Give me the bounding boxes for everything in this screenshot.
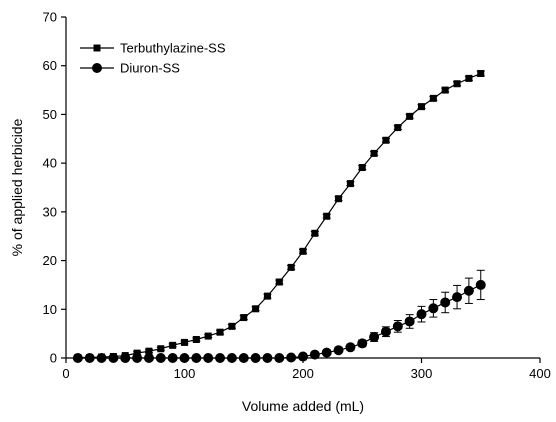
data-point bbox=[406, 112, 414, 120]
data-point bbox=[299, 247, 307, 255]
legend: Terbuthylazine-SS Diuron-SS bbox=[80, 41, 226, 76]
series-group bbox=[72, 70, 486, 363]
data-point bbox=[309, 349, 320, 360]
data-point bbox=[84, 353, 95, 363]
data-point bbox=[475, 279, 486, 290]
data-point bbox=[240, 314, 248, 322]
legend-label: Terbuthylazine-SS bbox=[120, 41, 226, 56]
data-point bbox=[404, 316, 415, 327]
data-point bbox=[191, 353, 202, 363]
y-axis-title: % of applied herbicide bbox=[9, 118, 25, 256]
data-point bbox=[263, 292, 271, 300]
data-point bbox=[428, 303, 439, 314]
x-tick-label: 400 bbox=[529, 366, 551, 381]
data-point bbox=[226, 353, 237, 363]
data-point bbox=[215, 353, 226, 363]
data-point bbox=[274, 353, 285, 363]
data-point bbox=[298, 351, 308, 362]
data-point bbox=[346, 180, 354, 188]
data-point bbox=[358, 164, 366, 172]
data-point bbox=[441, 86, 449, 94]
y-tick-label: 60 bbox=[43, 58, 57, 73]
x-tick-label: 300 bbox=[411, 366, 433, 381]
data-point bbox=[369, 332, 380, 343]
data-point bbox=[216, 328, 224, 336]
y-tick-label: 50 bbox=[43, 107, 57, 122]
data-point bbox=[465, 74, 473, 82]
data-point bbox=[203, 353, 214, 363]
data-point bbox=[167, 353, 178, 363]
data-point bbox=[440, 297, 451, 308]
legend-marker bbox=[92, 63, 102, 73]
y-tick-label: 30 bbox=[43, 204, 57, 219]
legend-item: Diuron-SS bbox=[80, 61, 180, 76]
data-point bbox=[252, 305, 260, 313]
data-point bbox=[382, 136, 390, 144]
legend-item: Terbuthylazine-SS bbox=[80, 41, 226, 56]
data-point bbox=[169, 341, 177, 349]
data-point bbox=[238, 353, 249, 363]
data-point bbox=[192, 335, 200, 343]
data-point bbox=[72, 353, 83, 363]
data-point bbox=[181, 338, 188, 346]
data-point bbox=[370, 149, 378, 157]
data-point bbox=[275, 278, 283, 286]
data-point bbox=[311, 229, 319, 237]
y-tick-label: 40 bbox=[43, 156, 57, 171]
data-point bbox=[323, 212, 331, 220]
data-point bbox=[429, 94, 437, 102]
data-point bbox=[345, 342, 356, 353]
data-point bbox=[357, 338, 368, 349]
legend-label: Diuron-SS bbox=[120, 61, 180, 76]
y-tick-label: 0 bbox=[50, 351, 57, 366]
data-point bbox=[228, 322, 236, 330]
x-tick-label: 200 bbox=[292, 366, 314, 381]
data-point bbox=[418, 103, 425, 111]
y-tick-label: 20 bbox=[43, 253, 57, 268]
data-point bbox=[394, 124, 402, 132]
data-point bbox=[157, 345, 165, 353]
x-tick-label: 0 bbox=[62, 366, 69, 381]
data-point bbox=[145, 347, 153, 355]
data-point bbox=[262, 353, 273, 363]
series-Diuron-SS bbox=[72, 269, 486, 363]
data-point bbox=[453, 80, 461, 88]
data-point bbox=[120, 353, 131, 363]
data-point bbox=[335, 195, 343, 203]
data-point bbox=[380, 326, 391, 337]
data-point bbox=[179, 353, 190, 363]
data-point bbox=[204, 332, 212, 340]
data-point bbox=[477, 70, 485, 78]
data-point bbox=[287, 263, 295, 271]
data-point bbox=[155, 353, 166, 363]
data-point bbox=[416, 309, 427, 320]
y-tick-label: 70 bbox=[43, 10, 57, 25]
data-point bbox=[286, 352, 297, 363]
ticks-group: 0 100 200 300 400 0 10 20 30 40 50 60 70 bbox=[43, 10, 551, 382]
data-point bbox=[250, 353, 261, 363]
data-point bbox=[452, 292, 463, 303]
data-point bbox=[108, 353, 119, 363]
y-tick-label: 10 bbox=[43, 302, 57, 317]
data-point bbox=[333, 345, 344, 356]
data-point bbox=[463, 285, 474, 296]
data-point bbox=[132, 353, 143, 363]
data-point bbox=[143, 353, 154, 363]
data-point bbox=[392, 321, 403, 332]
x-tick-label: 100 bbox=[174, 366, 196, 381]
data-point bbox=[321, 347, 332, 358]
legend-marker bbox=[93, 44, 101, 52]
data-point bbox=[96, 353, 107, 363]
x-axis-title: Volume added (mL) bbox=[242, 398, 364, 414]
